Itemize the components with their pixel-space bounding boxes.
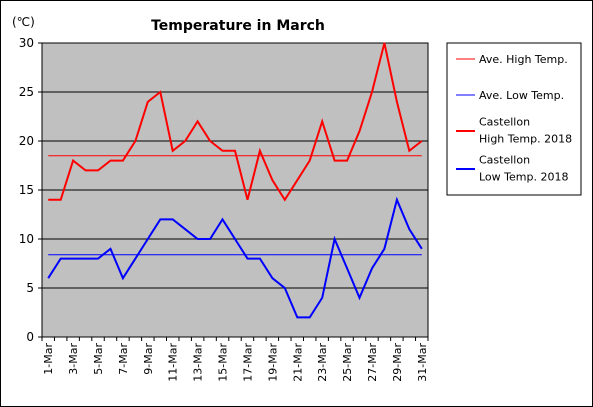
y-tick-label: 10 (19, 232, 34, 246)
x-tick-label: 13-Mar (192, 343, 205, 382)
legend-label: Low Temp. 2018 (479, 171, 568, 184)
y-tick-label: 20 (19, 134, 34, 148)
y-tick-label: 30 (19, 36, 34, 50)
y-tick-label: 0 (26, 330, 34, 344)
x-tick-label: 21-Mar (291, 343, 304, 382)
x-tick-label: 5-Mar (92, 343, 105, 375)
x-tick-label: 29-Mar (391, 343, 404, 382)
y-tick-label: 25 (19, 85, 34, 99)
x-axis-ticks: 1-Mar 3-Mar 5-Mar 7-Mar 9-Mar 11-Mar 13-Mar 15-… (41, 337, 429, 382)
unit-label: (℃) (12, 15, 35, 29)
x-tick-label: 23-Mar (316, 343, 329, 382)
chart-title: Temperature in March (151, 18, 325, 34)
x-tick-label: 17-Mar (241, 343, 254, 382)
x-tick-label: 15-Mar (217, 343, 230, 382)
x-tick-label: 31-Mar (416, 343, 429, 382)
series-lines (47, 42, 423, 319)
legend-label: Castellon (479, 154, 530, 167)
x-tick-label: 1-Mar (42, 343, 55, 375)
x-tick-label: 11-Mar (167, 343, 180, 382)
y-axis-ticks: 0 5 10 15 20 25 30 (19, 36, 42, 344)
x-tick-label: 25-Mar (341, 343, 354, 382)
series-line-3 (47, 196, 423, 319)
x-tick-label: 9-Mar (142, 343, 155, 375)
x-tick-label: 3-Mar (67, 343, 80, 375)
legend-label: Ave. Low Temp. (479, 89, 564, 102)
x-tick-label: 7-Mar (117, 343, 130, 375)
legend-label: High Temp. 2018 (479, 133, 572, 146)
x-tick-label: 19-Mar (266, 343, 279, 382)
y-tick-label: 5 (26, 281, 34, 295)
x-tick-label: 27-Mar (366, 343, 379, 382)
legend: Ave. High Temp. Ave. Low Temp. Castellon Hi… (456, 53, 572, 184)
series-line-2 (48, 42, 423, 202)
legend-label: Castellon (479, 116, 530, 129)
y-tick-label: 15 (19, 183, 34, 197)
legend-label: Ave. High Temp. (479, 53, 568, 66)
